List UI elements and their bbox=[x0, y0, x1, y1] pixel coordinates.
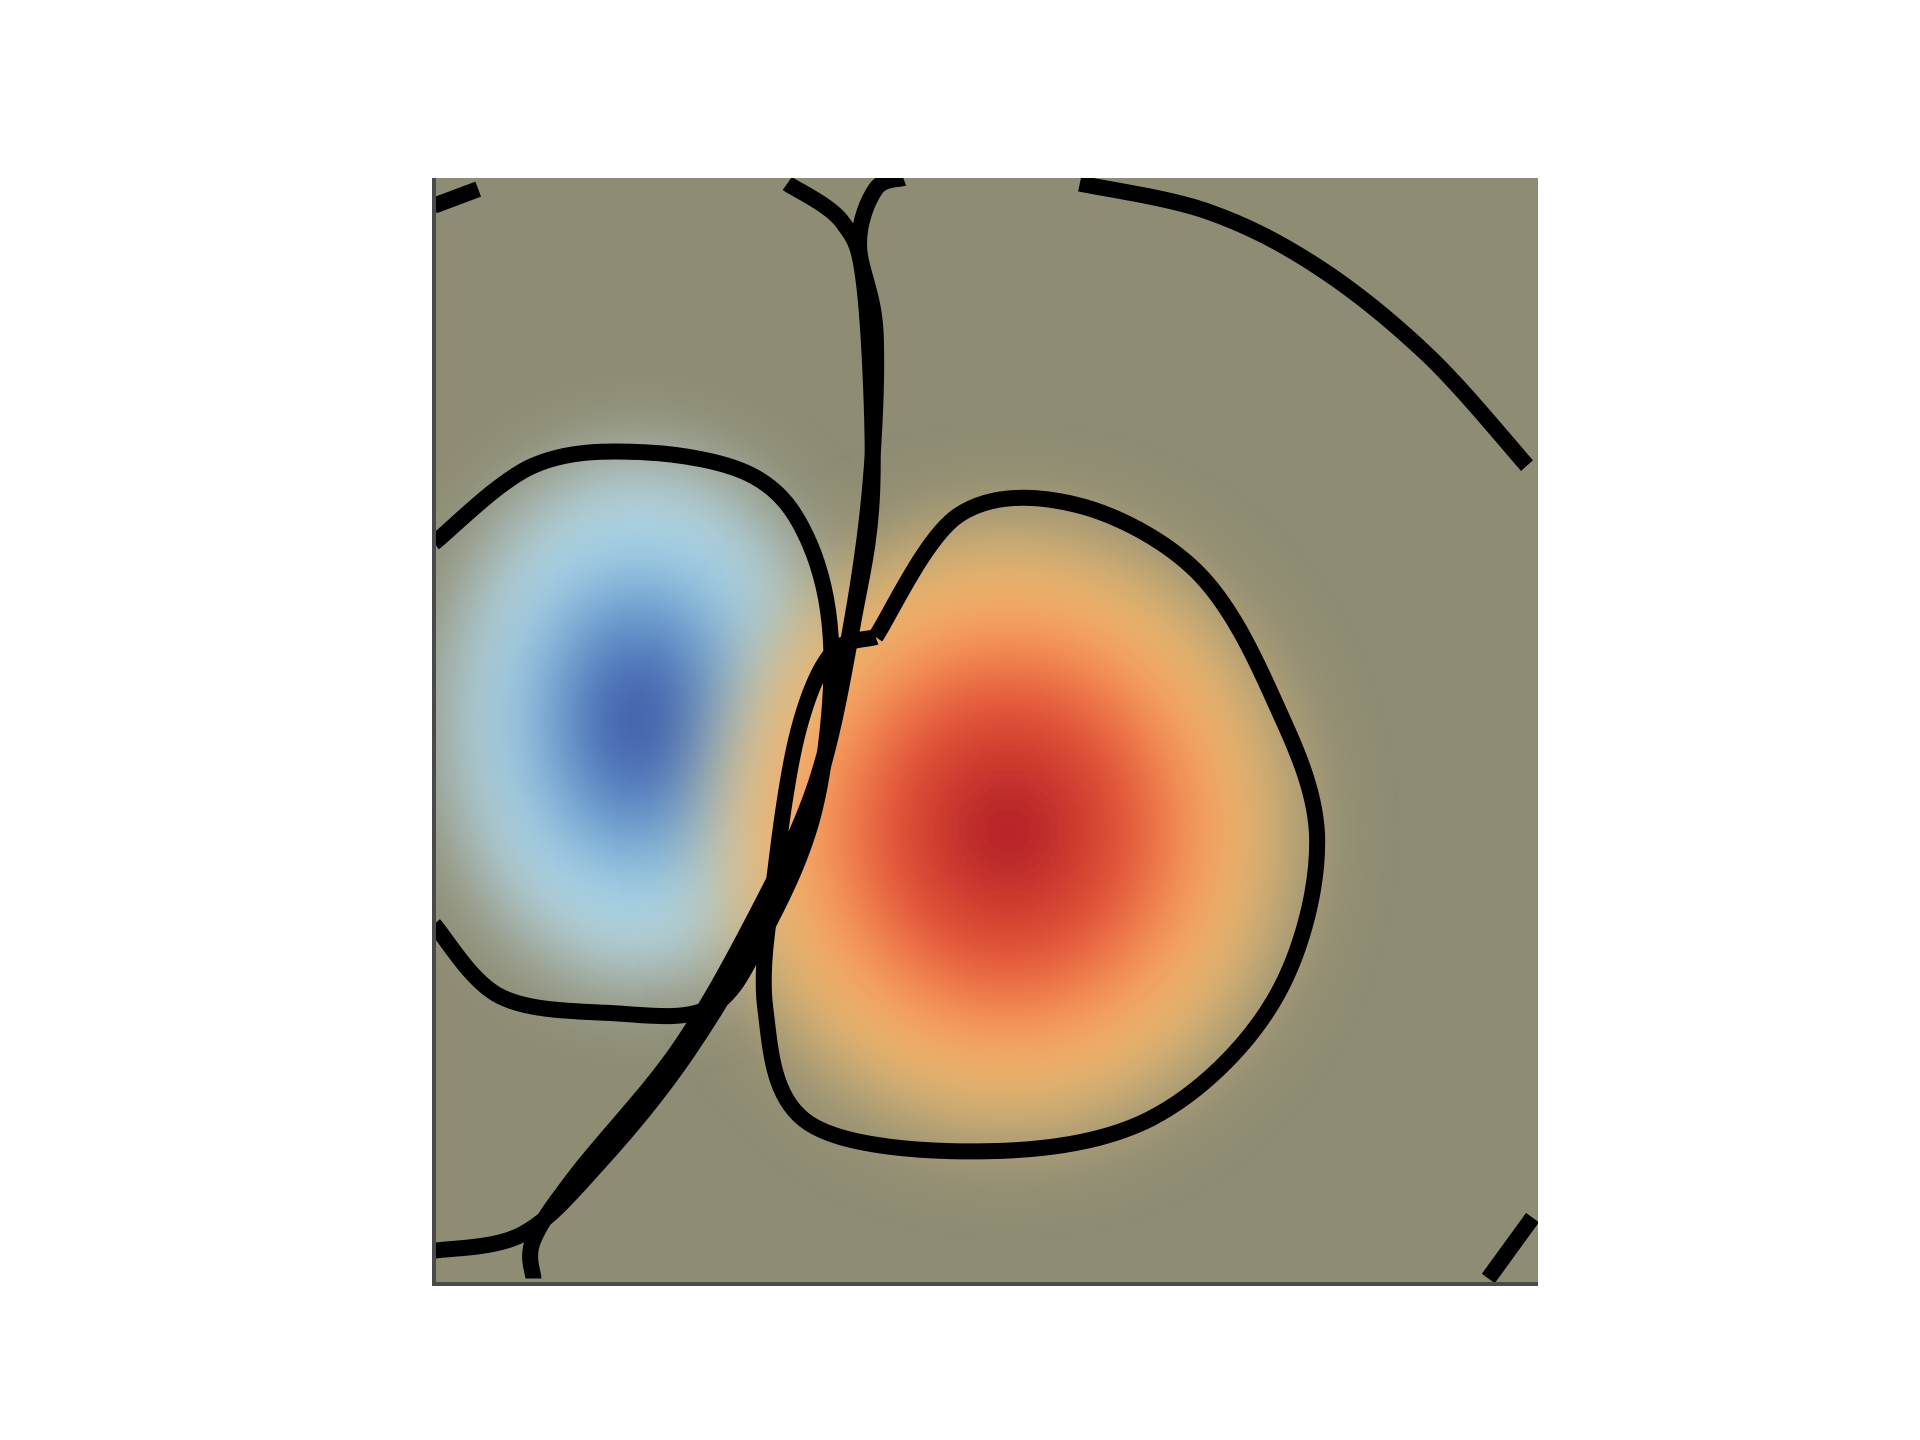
positive-lobe-core bbox=[954, 772, 1063, 889]
contour-center-separatrix-lower bbox=[434, 178, 881, 1259]
positive-lobe bbox=[708, 510, 1309, 1151]
contour-positive-lobe-boundary bbox=[755, 489, 1326, 1160]
contour-outer-arc-upper-right bbox=[1078, 178, 1533, 471]
plot-frame bbox=[432, 178, 1538, 1286]
contour-upper-left-fragment bbox=[434, 181, 482, 214]
negative-lobe-core bbox=[602, 671, 675, 769]
heatmap-field bbox=[438, 449, 1309, 1151]
contour-outer-arc-lower-right bbox=[1481, 1212, 1538, 1284]
contour-lines bbox=[434, 178, 1538, 1284]
